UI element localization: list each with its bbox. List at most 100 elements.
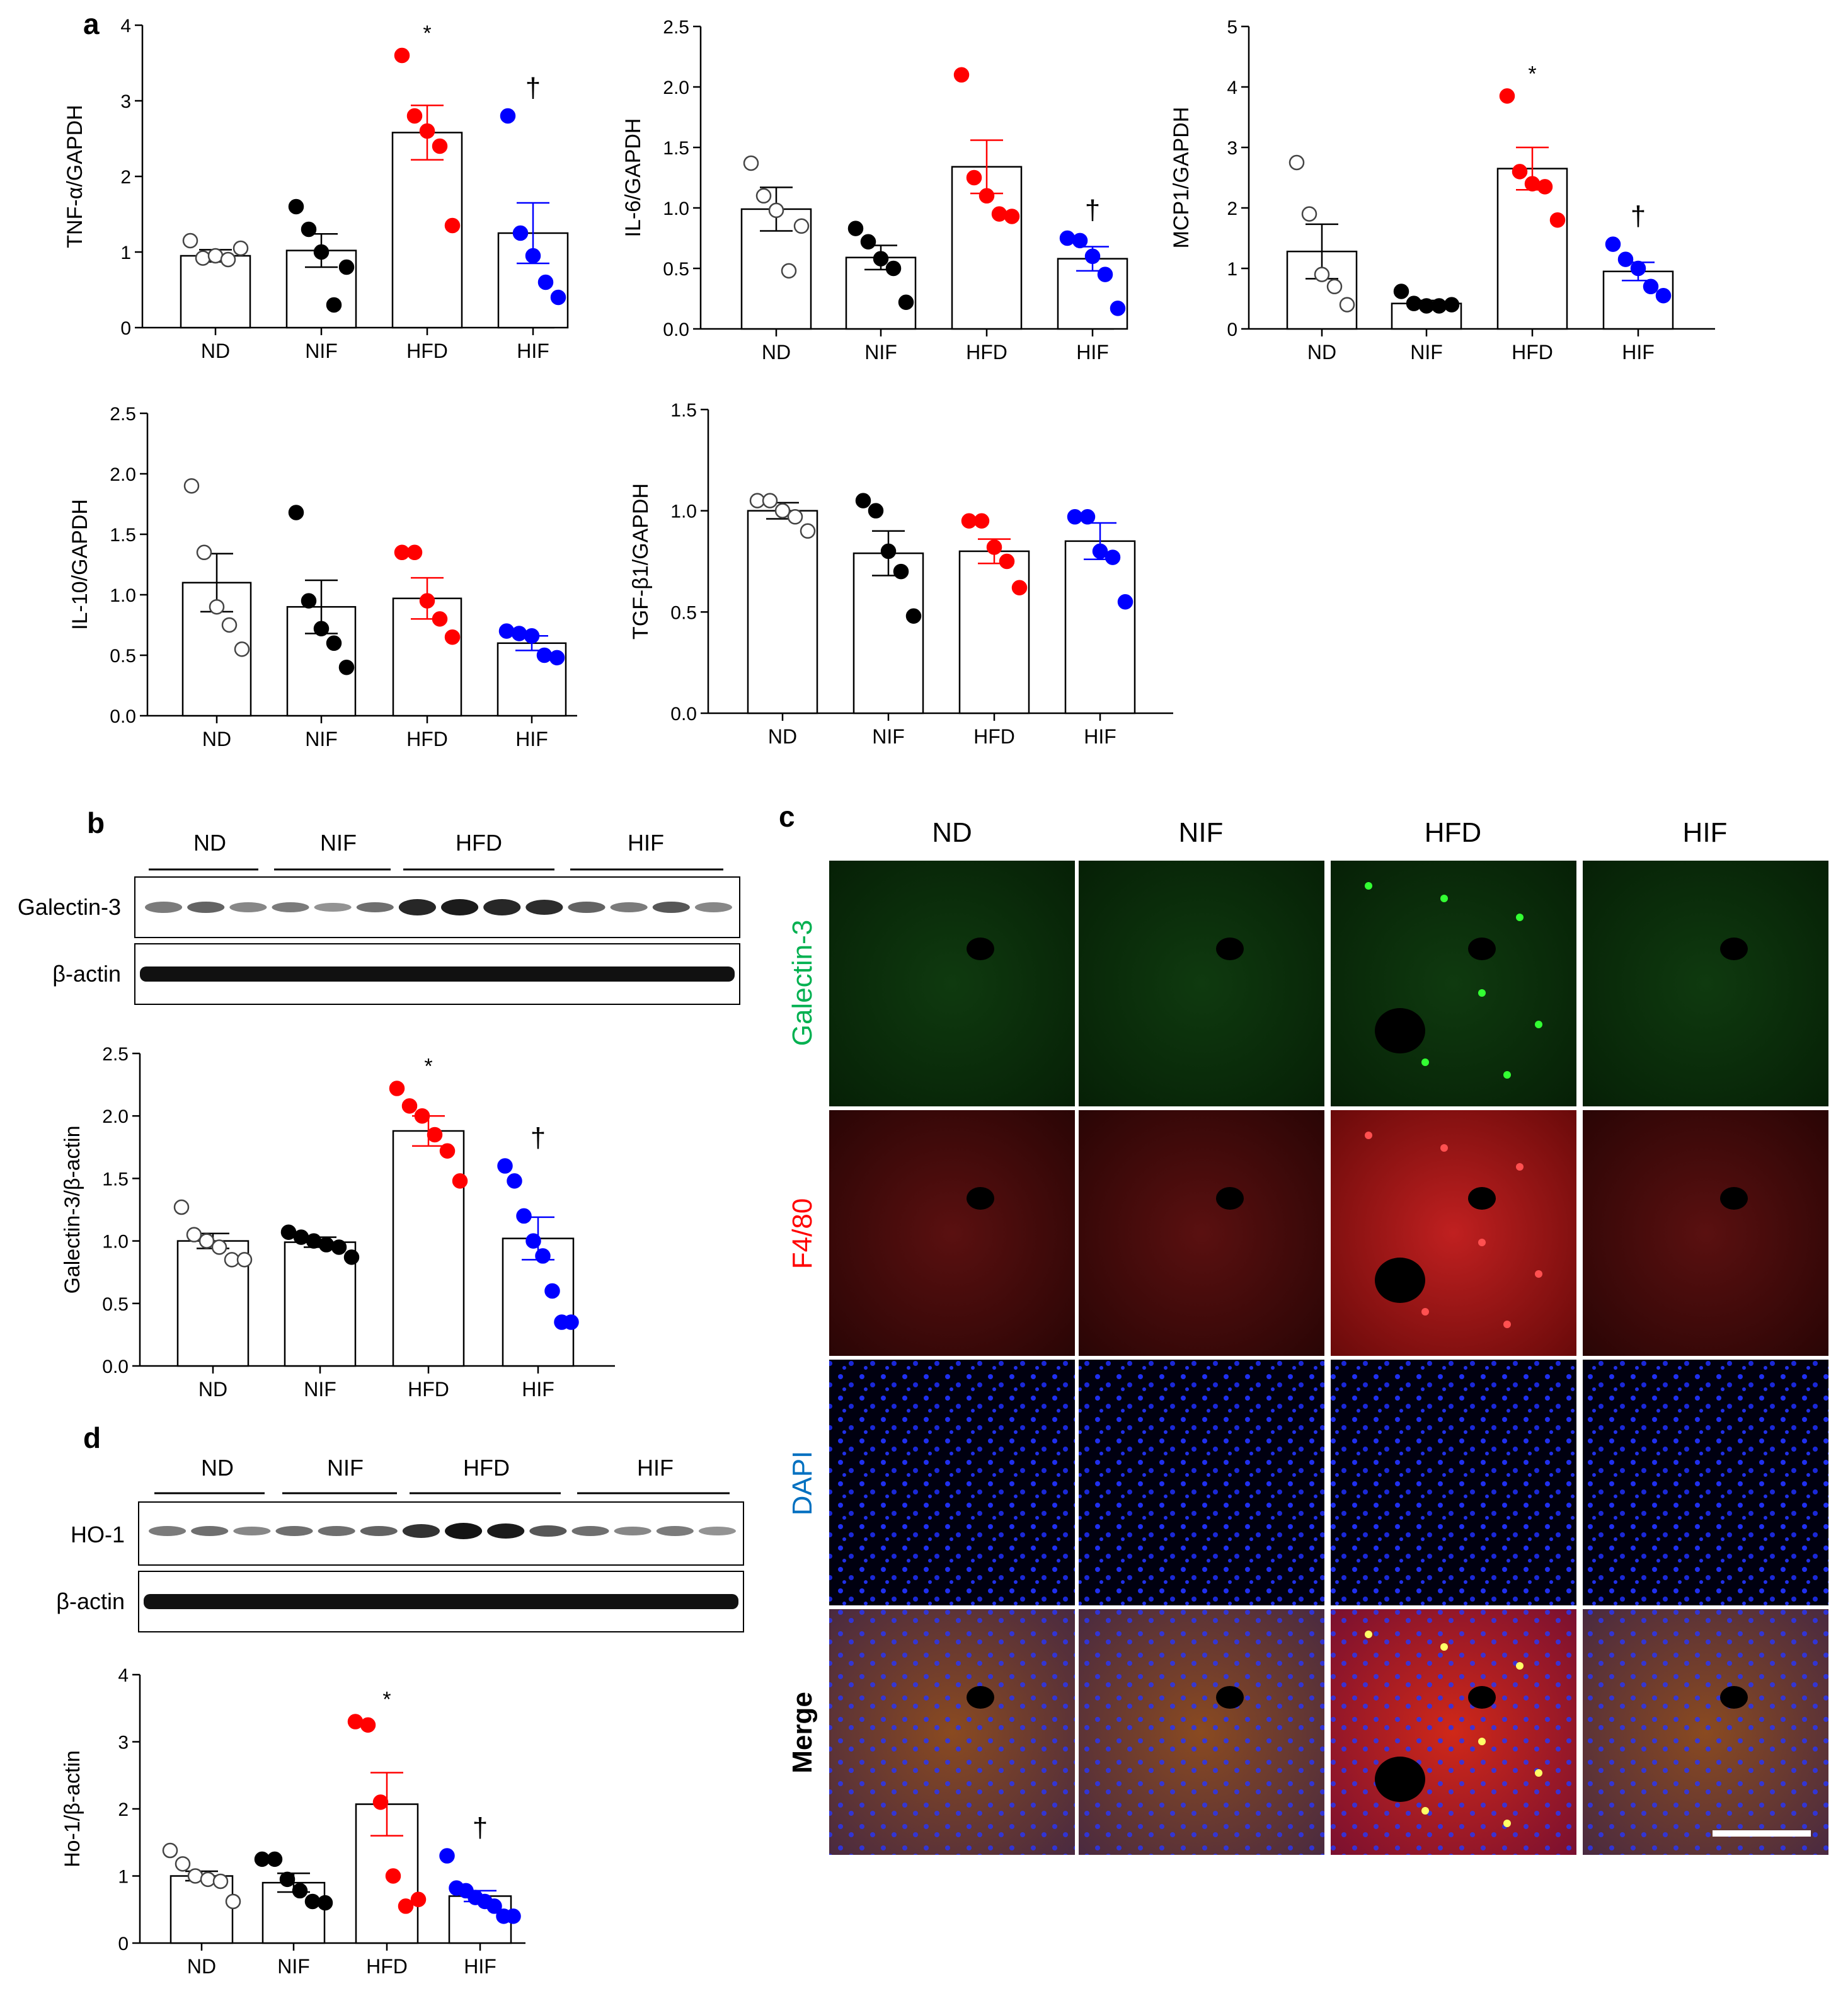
vessel xyxy=(967,1187,994,1210)
y-tick-label: 2 xyxy=(1227,198,1237,219)
blot-d-ho1-box xyxy=(138,1501,744,1566)
data-point xyxy=(1326,278,1343,295)
blot-d-label-ho1: HO-1 xyxy=(71,1522,125,1547)
data-point xyxy=(234,641,250,657)
blot-band xyxy=(402,1524,440,1538)
positive-cell xyxy=(1365,1631,1372,1638)
data-point xyxy=(525,1233,541,1249)
data-point xyxy=(304,1893,321,1910)
vessel xyxy=(1468,1187,1496,1210)
data-point xyxy=(535,1248,551,1264)
x-tick-label: HFD xyxy=(1512,341,1553,364)
if-image-dapi-hif xyxy=(1583,1360,1828,1605)
y-tick-label: 3 xyxy=(1227,138,1237,159)
data-point xyxy=(1011,580,1028,596)
data-point xyxy=(292,1883,308,1899)
data-point xyxy=(966,169,982,186)
data-point xyxy=(162,1842,178,1859)
positive-cell xyxy=(1421,1807,1429,1815)
data-point xyxy=(200,1871,216,1888)
y-tick-label: 0.5 xyxy=(663,259,689,280)
data-point xyxy=(452,1173,468,1189)
data-point xyxy=(280,1224,297,1240)
panel-c: ND NIF HFD HIF Galectin-3 F4/80 DAPI Mer… xyxy=(787,817,1828,1855)
if-image-merge-hif xyxy=(1583,1609,1828,1855)
data-point xyxy=(1524,176,1541,192)
significance-marker: † xyxy=(531,1123,546,1154)
positive-cell xyxy=(1535,1769,1542,1777)
x-tick-label: ND xyxy=(198,1378,227,1401)
blot-band xyxy=(529,1525,567,1537)
x-tick-label: HIF xyxy=(522,1378,554,1401)
significance-marker: † xyxy=(473,1813,488,1844)
if-image-galectin3-nif xyxy=(1079,861,1324,1106)
data-point xyxy=(1117,594,1133,610)
data-point xyxy=(288,198,304,215)
data-point xyxy=(198,1233,215,1249)
data-point xyxy=(1443,297,1460,313)
if-image-dapi-hfd xyxy=(1331,1360,1576,1605)
y-tick-label: 0.0 xyxy=(663,319,689,340)
y-tick-label: 1.5 xyxy=(663,138,689,159)
data-point xyxy=(406,544,423,561)
data-point xyxy=(1314,267,1330,282)
data-point xyxy=(338,259,355,275)
micrograph xyxy=(1079,1360,1324,1605)
bar xyxy=(1496,168,1568,330)
significance-marker: * xyxy=(1528,62,1536,86)
vessel xyxy=(1375,1258,1425,1303)
blot-b-label-actin: β-actin xyxy=(52,961,121,987)
data-point xyxy=(999,553,1015,570)
positive-cell xyxy=(1503,1071,1511,1079)
micrograph xyxy=(829,1110,1075,1356)
x-tick-label: HFD xyxy=(406,340,448,362)
vessel xyxy=(1468,938,1496,960)
data-point xyxy=(793,218,810,234)
blot-d-group-nif: NIF xyxy=(327,1455,364,1481)
positive-cell xyxy=(1478,989,1486,997)
data-point xyxy=(1393,284,1409,299)
vessel xyxy=(1375,1008,1425,1053)
if-image-f480-hif xyxy=(1583,1110,1828,1356)
data-point xyxy=(406,108,423,124)
blot-band xyxy=(698,1527,736,1535)
bar xyxy=(176,1240,250,1367)
data-point xyxy=(525,248,541,264)
data-point xyxy=(885,260,902,277)
data-point xyxy=(1079,509,1096,525)
y-tick-label: 4 xyxy=(1227,77,1237,98)
bar xyxy=(852,552,924,714)
data-point xyxy=(1084,248,1101,265)
data-point xyxy=(1301,206,1317,222)
y-axis-label: IL-6/GAPDH xyxy=(621,118,645,238)
x-tick-label: HFD xyxy=(366,1955,408,1978)
micrograph xyxy=(829,1360,1075,1605)
y-tick-label: 1.5 xyxy=(110,525,136,546)
positive-cell xyxy=(1516,1662,1524,1670)
y-tick-label: 0 xyxy=(1227,319,1237,340)
data-point xyxy=(507,1173,522,1189)
blot-band xyxy=(275,1526,313,1536)
y-axis-label: TGF-β1/GAPDH xyxy=(629,483,653,640)
micrograph-overlay xyxy=(1331,1609,1576,1855)
y-tick-label: 0 xyxy=(118,1934,129,1954)
data-point xyxy=(432,138,448,154)
data-point xyxy=(1418,298,1435,314)
data-point xyxy=(787,509,803,525)
data-point xyxy=(1512,164,1528,180)
positive-cell xyxy=(1503,1820,1511,1827)
y-tick-label: 5 xyxy=(1227,17,1237,38)
panel-c-row-f480: F4/80 xyxy=(787,1198,818,1270)
blot-band xyxy=(149,1526,187,1536)
x-tick-label: ND xyxy=(768,725,797,748)
blot-band xyxy=(483,899,521,915)
data-point xyxy=(873,251,889,267)
chart-tnf: 0 1 2 3 4 TNF-α/GAPDH ND NIF HFD * HIF † xyxy=(63,16,569,362)
blot-band xyxy=(314,903,352,912)
panel-letter-d: d xyxy=(83,1421,101,1454)
vessel xyxy=(1216,938,1244,960)
positive-cell xyxy=(1440,1144,1448,1152)
data-point xyxy=(486,1898,502,1914)
blot-b-galectin3-box xyxy=(134,876,740,938)
x-tick-label: ND xyxy=(202,728,231,750)
